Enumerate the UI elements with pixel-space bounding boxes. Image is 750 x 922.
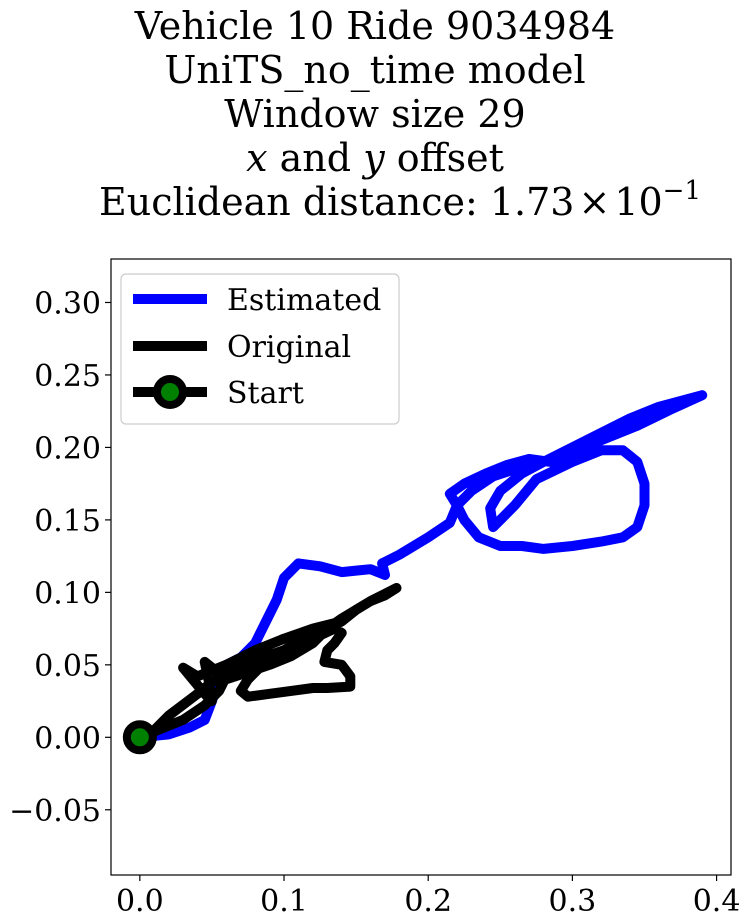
legend-label-estimated: Estimated	[227, 283, 381, 318]
y-tick-label: 0.30	[34, 286, 101, 321]
x-tick-label: 0.4	[693, 884, 741, 919]
y-tick-label: 0.20	[34, 431, 101, 466]
legend-label-start: Start	[227, 376, 304, 411]
title-times: ×	[578, 180, 611, 224]
y-tick-label: 0.15	[34, 504, 101, 539]
series-line-estimated	[134, 390, 708, 743]
title-offset: offset	[384, 136, 504, 180]
legend-label-original: Original	[227, 330, 351, 365]
start-marker	[122, 720, 157, 755]
axes-frame	[110, 258, 732, 876]
x-tick-label: 0.1	[260, 884, 308, 919]
traces	[122, 390, 708, 755]
y-tick-label: 0.10	[34, 576, 101, 611]
x-tick-label: 0.3	[549, 884, 597, 919]
title-line-5: Euclidean distance: 1.73 × 10−1	[50, 176, 750, 229]
title-line-4: x and y offset	[0, 136, 750, 180]
title-var-x: x	[246, 136, 268, 180]
x-tick-label: 0.0	[116, 884, 164, 919]
x-tick-label: 0.2	[404, 884, 452, 919]
y-tick-label: 0.05	[34, 649, 101, 684]
y-tick-label: 0.25	[34, 359, 101, 394]
legend: Estimated Original Start	[120, 273, 400, 425]
title-line-1: Vehicle 10 Ride 9034984	[134, 4, 616, 48]
title-distance-prefix: Euclidean distance: 1.73	[99, 180, 575, 224]
y-tick-label: −0.05	[9, 794, 101, 829]
title-and: and	[267, 136, 364, 180]
title-var-y: y	[363, 136, 385, 180]
y-tick-label: 0.00	[34, 721, 101, 756]
title-line-2: UniTS_no_time model	[164, 48, 586, 92]
ticks: 0.0 0.1 0.2 0.3 0.4 −0.05 0.00 0.05 0.10 0.15 0.20…	[9, 286, 740, 919]
legend-box	[120, 273, 400, 425]
title-base: 10	[614, 180, 663, 224]
series-line-original	[134, 583, 402, 743]
title-exponent: −1	[662, 176, 701, 206]
title-line-3: Window size 29	[224, 92, 526, 136]
legend-marker-start	[153, 375, 187, 409]
